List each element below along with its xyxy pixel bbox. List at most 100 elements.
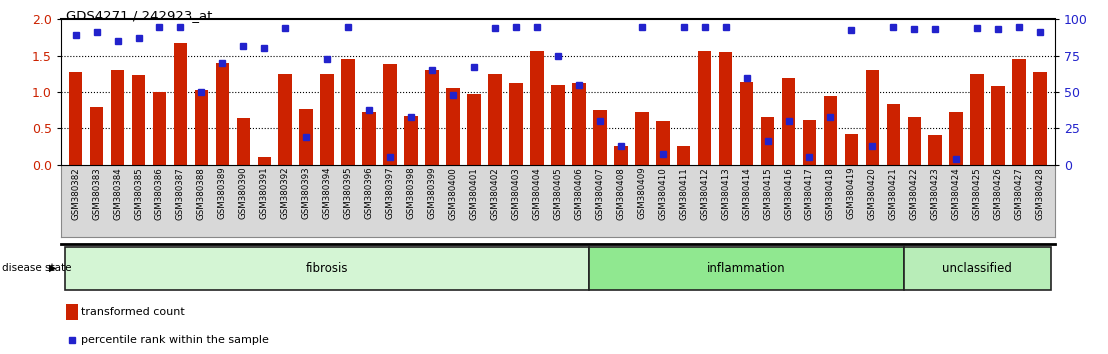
Text: GSM380412: GSM380412: [700, 167, 709, 219]
Text: GSM380425: GSM380425: [973, 167, 982, 219]
Bar: [278, 74, 293, 165]
Text: inflammation: inflammation: [707, 262, 786, 275]
Bar: [635, 112, 648, 165]
Text: GSM380407: GSM380407: [595, 167, 604, 219]
Bar: [153, 92, 166, 165]
Bar: [572, 82, 586, 165]
Text: GSM380408: GSM380408: [616, 167, 625, 219]
Bar: [530, 51, 544, 165]
Bar: [66, 304, 78, 320]
Text: GSM380397: GSM380397: [386, 167, 394, 219]
Text: GSM380419: GSM380419: [847, 167, 855, 219]
Text: GSM380405: GSM380405: [553, 167, 563, 219]
Text: GSM380426: GSM380426: [994, 167, 1003, 219]
Bar: [551, 85, 565, 165]
Bar: [886, 104, 900, 165]
Bar: [257, 156, 271, 165]
Bar: [761, 117, 774, 165]
Text: GSM380420: GSM380420: [868, 167, 876, 219]
Text: GSM380413: GSM380413: [721, 167, 730, 219]
Text: GSM380410: GSM380410: [658, 167, 667, 219]
Bar: [468, 94, 481, 165]
Text: GSM380421: GSM380421: [889, 167, 897, 219]
Text: GSM380398: GSM380398: [407, 167, 416, 219]
Bar: [614, 147, 627, 165]
Bar: [320, 74, 334, 165]
Text: GSM380392: GSM380392: [280, 167, 290, 219]
FancyBboxPatch shape: [904, 247, 1050, 290]
Bar: [740, 82, 753, 165]
Text: GSM380414: GSM380414: [742, 167, 751, 219]
Bar: [971, 74, 984, 165]
Text: GSM380394: GSM380394: [322, 167, 331, 219]
Text: GSM380388: GSM380388: [197, 167, 206, 219]
Text: GSM380423: GSM380423: [931, 167, 940, 219]
Bar: [195, 90, 208, 165]
Bar: [383, 64, 397, 165]
Bar: [950, 112, 963, 165]
Bar: [844, 134, 859, 165]
Bar: [236, 118, 250, 165]
Text: GSM380416: GSM380416: [784, 167, 793, 219]
Bar: [404, 116, 418, 165]
Bar: [362, 112, 376, 165]
Text: GSM380422: GSM380422: [910, 167, 919, 219]
Text: GSM380395: GSM380395: [343, 167, 352, 219]
Bar: [1013, 59, 1026, 165]
Text: GSM380385: GSM380385: [134, 167, 143, 219]
Text: GSM380424: GSM380424: [952, 167, 961, 219]
Bar: [698, 51, 711, 165]
Bar: [425, 69, 439, 165]
Text: disease state: disease state: [2, 263, 72, 273]
Text: GSM380386: GSM380386: [155, 167, 164, 219]
Bar: [719, 52, 732, 165]
Text: GSM380415: GSM380415: [763, 167, 772, 219]
Text: transformed count: transformed count: [81, 307, 184, 317]
Bar: [782, 78, 796, 165]
Bar: [510, 82, 523, 165]
Bar: [677, 147, 690, 165]
Text: GSM380401: GSM380401: [470, 167, 479, 219]
Text: GSM380417: GSM380417: [806, 167, 814, 219]
Text: GSM380387: GSM380387: [176, 167, 185, 219]
Text: GSM380399: GSM380399: [428, 167, 437, 219]
Bar: [447, 88, 460, 165]
Bar: [802, 120, 817, 165]
Text: GSM380406: GSM380406: [574, 167, 583, 219]
Bar: [1034, 72, 1047, 165]
Bar: [929, 135, 942, 165]
Bar: [216, 63, 229, 165]
Text: ▶: ▶: [49, 263, 57, 273]
Bar: [992, 86, 1005, 165]
Bar: [489, 74, 502, 165]
Bar: [865, 70, 880, 165]
Text: GSM380384: GSM380384: [113, 167, 122, 219]
Text: GSM380400: GSM380400: [449, 167, 458, 219]
Text: GSM380393: GSM380393: [301, 167, 310, 219]
Text: GSM380403: GSM380403: [512, 167, 521, 219]
Bar: [69, 73, 82, 165]
Bar: [656, 121, 669, 165]
Text: GSM380389: GSM380389: [218, 167, 227, 219]
Text: GSM380396: GSM380396: [365, 167, 373, 219]
Bar: [299, 109, 314, 165]
Bar: [174, 43, 187, 165]
Text: GSM380382: GSM380382: [71, 167, 80, 219]
Bar: [823, 96, 838, 165]
FancyBboxPatch shape: [589, 247, 904, 290]
Text: GSM380428: GSM380428: [1036, 167, 1045, 219]
Text: GSM380390: GSM380390: [239, 167, 248, 219]
Bar: [593, 110, 606, 165]
Bar: [90, 107, 103, 165]
Text: percentile rank within the sample: percentile rank within the sample: [81, 335, 268, 345]
Bar: [907, 118, 921, 165]
Text: GSM380404: GSM380404: [533, 167, 542, 219]
Text: GSM380409: GSM380409: [637, 167, 646, 219]
Text: GSM380383: GSM380383: [92, 167, 101, 219]
Text: GSM380402: GSM380402: [491, 167, 500, 219]
Text: GSM380427: GSM380427: [1015, 167, 1024, 219]
Text: GSM380391: GSM380391: [260, 167, 269, 219]
FancyBboxPatch shape: [65, 247, 589, 290]
Text: unclassified: unclassified: [942, 262, 1013, 275]
Bar: [111, 69, 124, 165]
